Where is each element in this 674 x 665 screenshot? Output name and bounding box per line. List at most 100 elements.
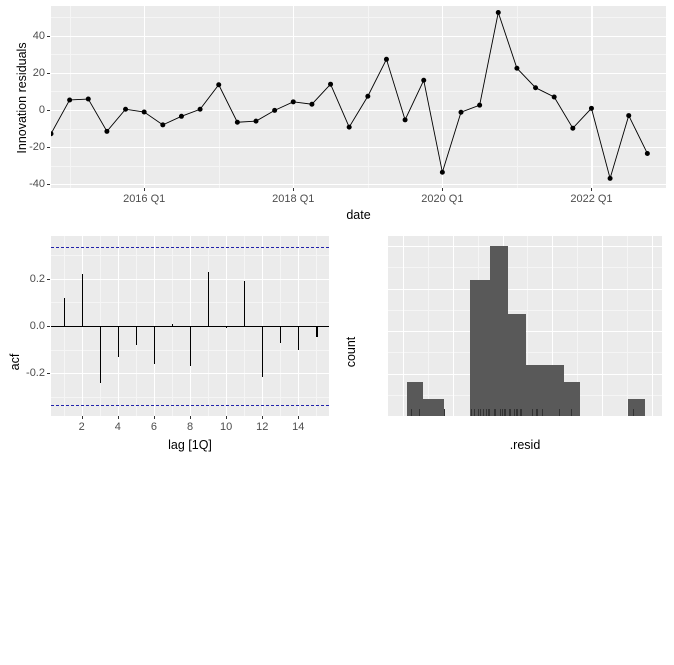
acf-plot-area (51, 236, 329, 416)
data-point (514, 65, 520, 71)
data-point (197, 106, 203, 112)
acf-stem (135, 326, 138, 345)
gridline-minor-h (388, 267, 662, 268)
data-point (123, 106, 129, 112)
data-point (309, 101, 315, 107)
rug-tick (487, 409, 489, 416)
acf-stem (117, 326, 119, 357)
data-point (216, 82, 222, 88)
gridline-major-h (51, 184, 666, 186)
histogram-bar (406, 382, 423, 416)
acf-stem (262, 326, 264, 377)
gridline-major-v (652, 236, 654, 416)
data-point (290, 99, 296, 105)
x-tick-mark (262, 416, 264, 419)
x-tick-mark (144, 188, 146, 191)
data-point (402, 117, 408, 123)
y-tick-label: -0.2 (26, 367, 45, 380)
gridline-minor-v (69, 6, 71, 188)
confidence-band (51, 405, 329, 407)
y-tick-mark (47, 326, 50, 327)
rug-tick (486, 409, 488, 416)
x-tick-label: 14 (292, 421, 305, 433)
rug-tick (537, 409, 539, 416)
x-tick-mark (293, 188, 295, 191)
gridline-major-v (144, 6, 146, 188)
x-tick-label: 8 (186, 421, 194, 433)
rug-tick (633, 409, 635, 416)
rug-tick (494, 409, 496, 416)
residual-histogram-panel: count 0.02.55.07.510.0 -40-200204060 .re… (336, 232, 674, 464)
x-tick-label: 4 (114, 421, 121, 433)
data-point (570, 125, 576, 131)
gridline-minor-h (51, 128, 666, 130)
histogram-bar (526, 365, 545, 416)
gridline-major-h (51, 147, 666, 149)
gridline-minor-h (388, 309, 662, 311)
gridline-minor-v (527, 236, 529, 416)
innovation-residuals-x-axis-title: date (346, 208, 371, 222)
x-tick-label: 2018 Q1 (272, 193, 315, 205)
data-point (644, 150, 650, 156)
acf-stem (99, 326, 101, 383)
data-point (253, 118, 259, 124)
residual-diagnostics-figure: Innovation residuals -40 -20 0 20 40 2016 Q1… (0, 0, 674, 464)
rug-tick (570, 409, 572, 416)
rug-tick (499, 409, 501, 416)
rug-tick (419, 409, 421, 416)
data-point (141, 109, 147, 115)
acf-stem (280, 326, 282, 343)
histogram-bar (490, 246, 508, 416)
innovation-residuals-panel: Innovation residuals -40 -20 0 20 40 2016 Q1… (0, 0, 674, 228)
rug-tick (502, 409, 504, 416)
data-point (588, 105, 594, 111)
rug-tick (509, 409, 511, 416)
innovation-residuals-series (51, 10, 650, 181)
y-tick-label: 0.2 (29, 272, 45, 285)
rug-tick (510, 409, 512, 416)
x-tick-mark (153, 416, 155, 419)
histogram-bar (628, 399, 645, 416)
residual-histogram-plot-area (388, 236, 662, 416)
data-point (421, 77, 427, 83)
data-point (51, 131, 54, 137)
x-tick-label: 2 (78, 421, 85, 433)
histogram-bar (507, 314, 527, 416)
data-point (607, 175, 613, 181)
gridline-minor-h (51, 54, 666, 55)
acf-stem (81, 273, 83, 326)
data-point (477, 102, 483, 108)
x-tick-label: 2020 Q1 (421, 193, 464, 205)
gridline-major-h (388, 246, 662, 248)
data-point (104, 128, 110, 134)
y-tick-label: -40 (29, 178, 45, 191)
rug-tick (520, 409, 522, 416)
rug-tick (558, 409, 560, 416)
acf-stem (298, 326, 300, 350)
x-tick-label: 10 (219, 421, 233, 433)
histogram-bar (563, 382, 580, 416)
acf-stem (244, 281, 246, 326)
rug-tick (482, 409, 484, 416)
gridline-minor-v (516, 6, 518, 188)
gridline-major-h (51, 35, 666, 37)
gridline-major-v (602, 236, 604, 416)
gridline-major-h (51, 110, 666, 112)
gridline-major-h (388, 288, 662, 290)
x-tick-label: 2016 Q1 (123, 193, 166, 205)
rug-tick (495, 409, 497, 416)
x-tick-mark (190, 416, 191, 419)
acf-stem (208, 271, 210, 326)
x-tick-mark (226, 416, 228, 419)
rug-tick (473, 409, 475, 416)
innovation-residuals-plot-area (51, 6, 666, 188)
acf-x-axis-title: lag [1Q] (168, 438, 212, 452)
histogram-x-axis-title: .resid (509, 438, 541, 452)
rug-tick (503, 409, 505, 416)
data-point (178, 113, 184, 119)
gridline-major-v (402, 236, 405, 416)
y-tick-mark (47, 373, 50, 375)
rug-tick (489, 409, 491, 416)
rug-tick (542, 409, 544, 416)
acf-stem (171, 323, 174, 326)
